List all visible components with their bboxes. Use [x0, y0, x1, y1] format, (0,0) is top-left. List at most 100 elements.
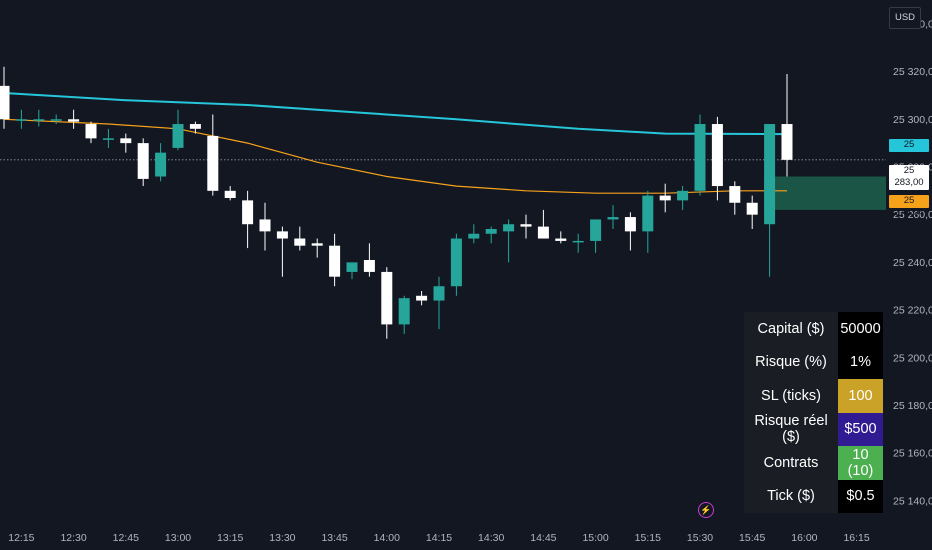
candle-body — [102, 138, 114, 140]
x-tick-label: 12:45 — [113, 532, 139, 544]
risk-label: Risque réel ($) — [744, 412, 838, 446]
x-tick-label: 14:00 — [374, 532, 400, 544]
risk-row-risk-percent: Risque (%) 1% — [744, 345, 883, 379]
candle-body — [468, 233, 480, 239]
risk-label: Contrats — [744, 446, 838, 480]
candle — [207, 114, 219, 196]
ma50-price-tag: 25 270,04 — [889, 195, 929, 218]
x-tick-label: 14:45 — [530, 532, 556, 544]
currency-badge[interactable]: USD — [889, 7, 921, 29]
candle-body — [381, 271, 393, 325]
candle-body — [781, 124, 793, 160]
candle-body — [68, 119, 80, 122]
candle-body — [764, 124, 776, 225]
last-price-value: 25 283,00 — [894, 165, 924, 188]
candle — [433, 276, 445, 330]
candle — [468, 224, 480, 244]
x-tick-label: 15:30 — [687, 532, 713, 544]
candle — [259, 202, 271, 251]
candle — [102, 128, 114, 148]
candle — [276, 226, 288, 277]
candle — [416, 291, 428, 306]
candle — [729, 181, 741, 215]
candle — [189, 121, 201, 134]
bar-countdown: 00:48 — [889, 189, 929, 201]
candle — [137, 138, 149, 187]
candle — [398, 295, 410, 334]
candle-body — [155, 152, 167, 177]
y-tick-label: 25 260,00 — [893, 209, 932, 221]
ma50-line — [3, 118, 787, 194]
risk-label: Capital ($) — [744, 312, 838, 346]
candle-body — [590, 219, 602, 241]
candle-body — [694, 124, 706, 191]
risk-row-stop-loss: SL (ticks) 100 — [744, 379, 883, 413]
candle-body — [624, 217, 636, 232]
x-tick-label: 14:30 — [478, 532, 504, 544]
candle-body — [607, 217, 619, 220]
y-tick-label: 25 140,00 — [893, 495, 932, 507]
risk-label: Risque (%) — [744, 345, 838, 379]
candle — [694, 114, 706, 196]
candle — [677, 186, 689, 210]
candle-body — [659, 195, 671, 201]
candle-body — [363, 260, 375, 272]
candle-body — [294, 238, 306, 246]
risk-row-contracts: Contrats 10 (10) — [744, 446, 883, 480]
candle — [224, 186, 236, 201]
candle-body — [416, 295, 428, 301]
candle — [711, 116, 723, 201]
ma200-line — [3, 92, 788, 136]
candle-body — [137, 143, 149, 179]
risk-value: $0.5 — [838, 479, 883, 513]
candle — [120, 133, 132, 153]
risk-value: 100 — [838, 379, 883, 413]
candle — [450, 233, 462, 296]
candle-body — [189, 124, 201, 129]
candle-body — [224, 190, 236, 198]
x-tick-label: 15:00 — [582, 532, 608, 544]
candle-body — [503, 224, 515, 232]
x-tick-label: 12:30 — [60, 532, 86, 544]
x-tick-label: 13:45 — [321, 532, 347, 544]
candle — [33, 109, 45, 127]
candle — [363, 243, 375, 277]
candle — [781, 73, 793, 177]
candle — [642, 190, 654, 253]
lightning-icon[interactable]: ⚡ — [698, 502, 714, 518]
candle — [503, 219, 515, 263]
risk-value: 10 (10) — [838, 446, 883, 480]
candle — [155, 143, 167, 182]
candle-body — [346, 262, 358, 272]
candle-body — [537, 226, 549, 239]
ma200-price-tag: 25 293,84 — [889, 139, 929, 162]
candle — [520, 214, 532, 239]
candle-body — [485, 228, 497, 234]
candle — [746, 195, 758, 229]
x-tick-label: 16:15 — [843, 532, 869, 544]
risk-row-real-risk: Risque réel ($) $500 — [744, 412, 883, 446]
y-tick-label: 25 160,00 — [893, 448, 932, 460]
candle — [346, 262, 358, 280]
risk-row-capital: Capital ($) 50000 — [744, 312, 883, 346]
risk-row-tick: Tick ($) $0.5 — [744, 479, 883, 513]
x-tick-label: 14:15 — [426, 532, 452, 544]
y-tick-label: 25 220,00 — [893, 305, 932, 317]
y-tick-label: 25 320,00 — [893, 66, 932, 78]
candle-body — [207, 135, 219, 191]
candle-body — [276, 231, 288, 239]
candle-body — [15, 119, 27, 121]
x-tick-label: 15:45 — [739, 532, 765, 544]
candle — [659, 183, 671, 213]
candle-body — [746, 202, 758, 215]
candle-body — [50, 119, 62, 121]
target-zone — [764, 176, 886, 210]
candle-body — [172, 124, 184, 148]
x-tick-label: 16:00 — [791, 532, 817, 544]
candle — [537, 209, 549, 239]
candle — [68, 109, 80, 129]
candle — [572, 233, 584, 253]
candle — [172, 109, 184, 151]
candle-body — [0, 85, 10, 120]
